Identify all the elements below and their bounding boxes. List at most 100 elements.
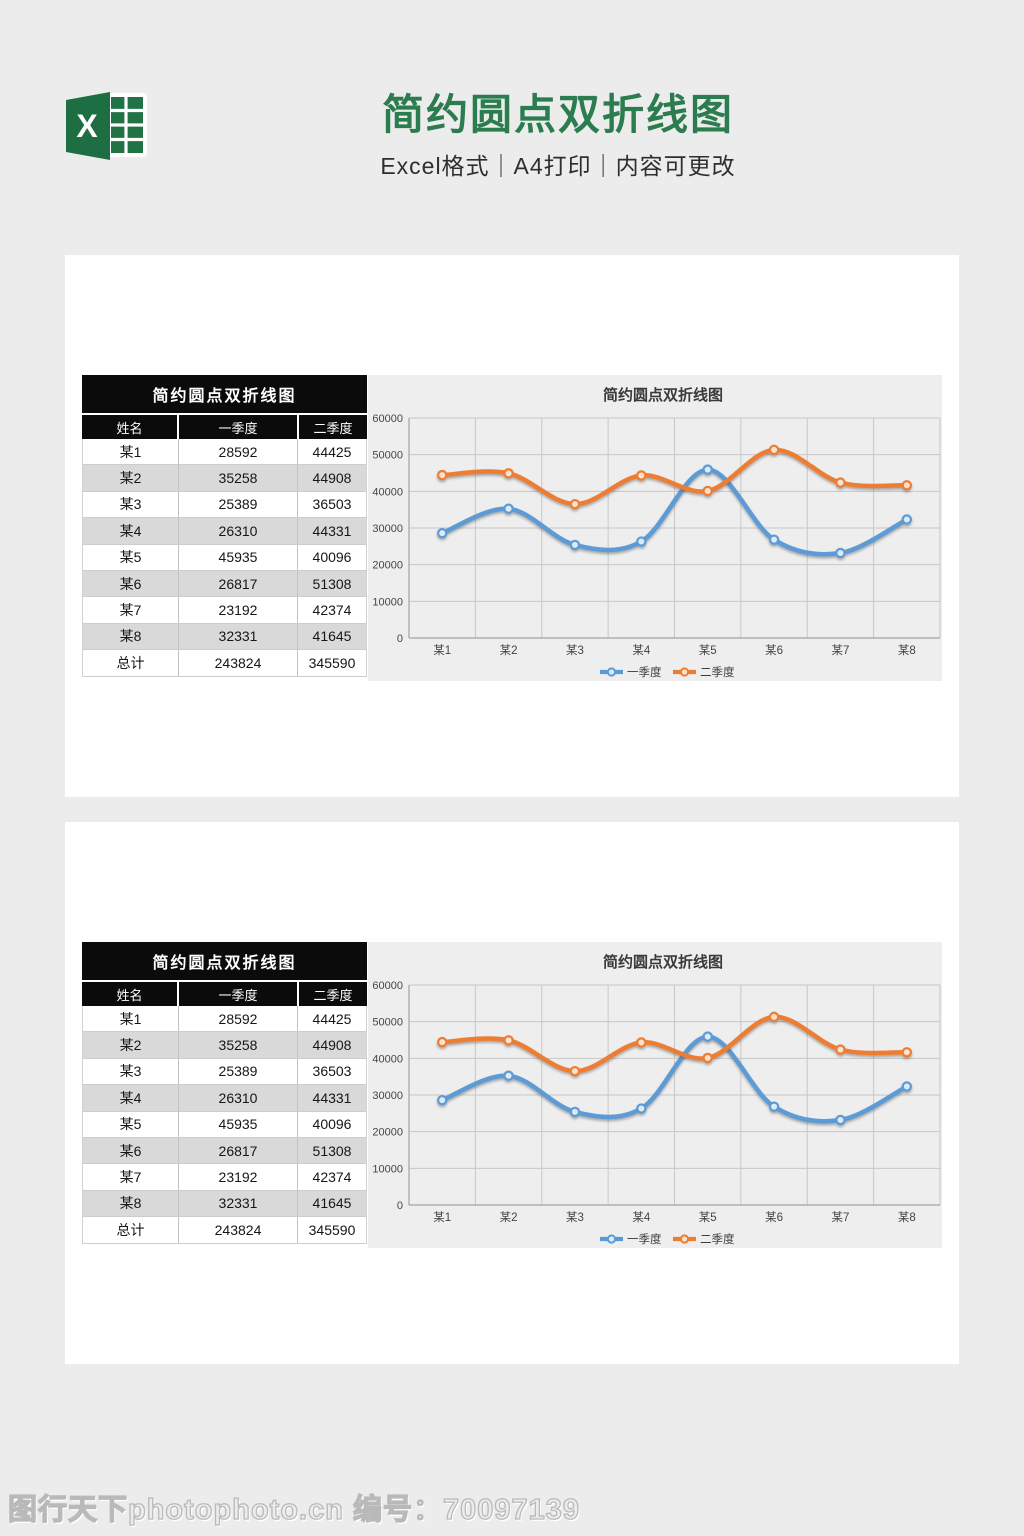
table-cell: 25389 [178, 1058, 297, 1085]
line-chart: 0 10000 20000 30000 40000 50000 60000 某1 某2 某3 某4 某… [368, 375, 942, 681]
table-cell: 243824 [178, 650, 297, 676]
table-cell: 35258 [178, 1032, 297, 1058]
y-axis-label: 10000 [372, 596, 403, 608]
x-axis-label: 某6 [765, 1211, 783, 1224]
table-header-cell: 二季度 [297, 415, 367, 439]
series-line [439, 467, 910, 557]
excel-logo-letter: X [76, 108, 98, 144]
data-point-marker [768, 534, 780, 545]
y-axis-label: 30000 [372, 523, 403, 535]
data-point-marker [768, 1101, 780, 1112]
preview-panel-1: 简约圆点双折线图 姓名 一季度 二季度 某1 28592 44425 某2 35258 4… [65, 255, 959, 797]
data-point-marker [835, 547, 846, 559]
table-cell: 26310 [178, 518, 297, 544]
table-cell: 45935 [178, 1111, 297, 1137]
x-axis-label: 某2 [500, 644, 518, 657]
chart-title: 简约圆点双折线图 [603, 953, 723, 971]
table-cell: 32331 [178, 623, 297, 650]
table-row: 某1 28592 44425 [83, 439, 366, 466]
page-header: 简约圆点双折线图 Excel格式｜A4打印｜内容可更改 [92, 90, 1024, 181]
legend-marker-icon [679, 667, 690, 677]
table-cell: 某1 [119, 443, 142, 460]
table-row: 某4 26310 44331 [83, 1085, 366, 1112]
table-row: 某2 35258 44908 [83, 465, 366, 492]
data-point-marker [436, 1094, 448, 1106]
y-axis-label: 20000 [372, 560, 403, 572]
table-cell: 42374 [297, 597, 366, 623]
table-cell: 某5 [119, 1116, 142, 1133]
line-chart-canvas: 0 10000 20000 30000 40000 50000 60000 某1 某2 某3 某4 某… [372, 386, 941, 679]
chart-title: 简约圆点双折线图 [603, 386, 723, 404]
x-axis-label: 某1 [433, 1211, 451, 1224]
data-point-marker [503, 503, 514, 514]
table-cell: 某7 [119, 602, 142, 619]
data-point-marker [569, 1106, 581, 1118]
table-cell: 某4 [119, 1089, 142, 1106]
data-point-marker [901, 480, 913, 491]
chart-grid [408, 984, 941, 1206]
data-point-marker [503, 468, 514, 479]
data-point-marker [636, 470, 647, 481]
data-point-marker [768, 1011, 780, 1023]
table-cell: 51308 [297, 1137, 366, 1164]
x-axis-label: 某2 [500, 1211, 518, 1224]
y-axis-label: 60000 [372, 413, 403, 425]
legend-item: 一季度 [600, 665, 662, 679]
data-point-marker [503, 1035, 514, 1046]
table-cell: 某8 [119, 628, 142, 645]
table-cell: 40096 [297, 544, 366, 570]
table-header-cell: 姓名 [116, 420, 143, 436]
table-header-cell: 一季度 [177, 415, 297, 439]
data-point-marker [768, 444, 780, 456]
data-point-marker [702, 1052, 713, 1064]
data-point-marker [702, 464, 713, 475]
preview-panel-2: 简约圆点双折线图 姓名 一季度 二季度 某1 28592 44425 某2 35258 4… [65, 822, 959, 1364]
table-body: 某1 28592 44425 某2 35258 44908 某3 25389 36503 某4 26… [82, 439, 367, 677]
table-cell: 51308 [297, 570, 366, 597]
x-axis-label: 某7 [831, 644, 849, 657]
table-row: 总计 243824 345590 [83, 1217, 366, 1244]
data-point-marker [636, 1037, 647, 1048]
chart-legend: 一季度 二季度 [600, 1232, 735, 1246]
table-cell: 35258 [178, 465, 297, 491]
table-cell: 26817 [178, 1137, 297, 1164]
data-point-marker [901, 1081, 913, 1092]
y-axis-label: 60000 [372, 980, 403, 992]
table-cell: 23192 [178, 597, 297, 623]
table-header-cell: 一季度 [177, 982, 297, 1006]
data-point-marker [901, 514, 913, 525]
excel-cover-icon [66, 92, 110, 160]
page-title: 简约圆点双折线图 [381, 91, 734, 138]
table-cell: 25389 [178, 491, 297, 518]
table-row: 某7 23192 42374 [83, 1164, 366, 1191]
table-row: 某7 23192 42374 [83, 597, 366, 624]
table-cell: 44425 [297, 439, 366, 465]
table-cell: 总计 [116, 1221, 145, 1238]
table-cell: 44331 [297, 518, 366, 544]
table-cell: 总计 [116, 654, 145, 671]
table-row: 某2 35258 44908 [83, 1032, 366, 1059]
table-row: 某6 26817 51308 [83, 1137, 366, 1165]
table-row: 某3 25389 36503 [83, 491, 366, 519]
table-row: 总计 243824 345590 [83, 650, 366, 677]
y-axis-label: 40000 [372, 486, 403, 498]
y-axis-label: 50000 [372, 450, 403, 462]
data-point-marker [436, 469, 448, 481]
table-title: 简约圆点双折线图 [82, 375, 367, 413]
table-header-cell: 二季度 [297, 982, 367, 1006]
legend-marker-icon [606, 667, 617, 677]
line-chart-canvas: 0 10000 20000 30000 40000 50000 60000 某1 某2 某3 某4 某… [372, 953, 941, 1246]
table-row: 某5 45935 40096 [83, 544, 366, 571]
excel-logo-icon: X [63, 87, 149, 167]
legend-marker-icon [606, 1234, 617, 1244]
x-axis-label: 某4 [632, 644, 650, 657]
series-line [439, 447, 910, 507]
data-point-marker [569, 1065, 581, 1077]
table-cell: 41645 [297, 623, 366, 650]
table-row: 某8 32331 41645 [83, 623, 366, 651]
legend-marker-icon [679, 1234, 690, 1244]
x-axis-label: 某8 [898, 1211, 916, 1224]
legend-item: 一季度 [600, 1232, 662, 1246]
series-line [439, 1014, 910, 1074]
y-axis-label: 20000 [372, 1127, 403, 1139]
